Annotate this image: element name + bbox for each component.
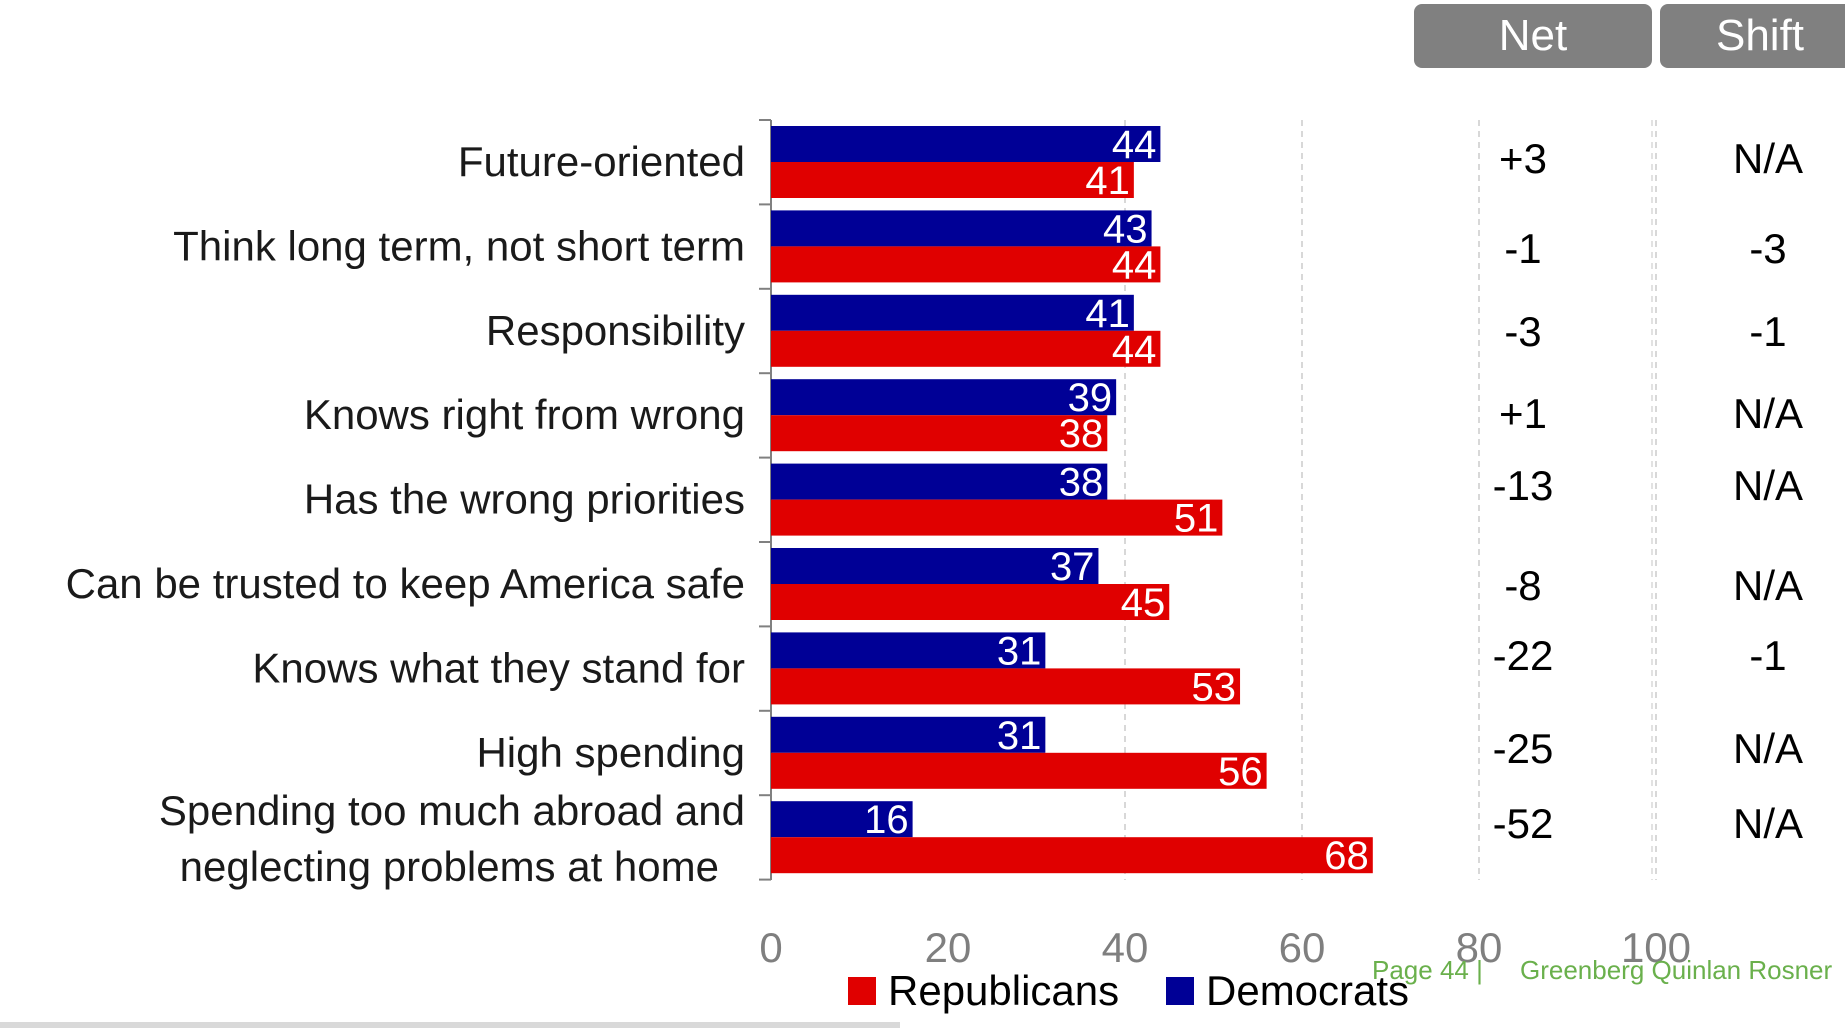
net-value: -8 [1504, 562, 1542, 609]
legend-swatch-democrats [1166, 977, 1194, 1005]
category-label: Responsibility [486, 307, 745, 354]
page-number: Page 44 | [1372, 955, 1483, 985]
x-tick-label: 60 [1279, 924, 1326, 971]
republicans-value-label: 44 [1112, 243, 1157, 287]
net-value: -52 [1492, 800, 1554, 847]
democrats-value-label: 38 [1059, 461, 1104, 505]
category-label: Think long term, not short term [173, 222, 745, 269]
republicans-bar [771, 668, 1241, 705]
x-tick-label: 100 [1621, 924, 1691, 971]
shift-value: -1 [1749, 308, 1787, 355]
democrats-bar [771, 801, 913, 838]
shift-value: -1 [1749, 632, 1787, 679]
scrollbar [0, 1022, 900, 1028]
republicans-bar [771, 330, 1161, 367]
democrats-bar [771, 463, 1108, 500]
net-value: +3 [1499, 135, 1547, 182]
net-value: -13 [1492, 462, 1554, 509]
net-value: -1 [1504, 225, 1542, 272]
category-label: High spending [476, 729, 745, 776]
democrats-bar [771, 294, 1134, 331]
democrats-bar [771, 716, 1046, 753]
x-tick-label: 20 [925, 924, 972, 971]
republicans-bar [771, 584, 1170, 620]
republicans-value-label: 51 [1174, 497, 1219, 541]
shift-value: -3 [1749, 225, 1787, 272]
x-tick-label: 0 [759, 924, 782, 971]
category-label: Knows what they stand for [252, 644, 745, 691]
republicans-value-label: 56 [1218, 750, 1263, 794]
category-label: neglecting problems at home [180, 843, 719, 890]
democrats-bar [771, 126, 1161, 162]
net-value: -25 [1492, 725, 1554, 772]
democrats-bar [771, 632, 1046, 669]
net-header: Net [1414, 4, 1652, 68]
net-value: -3 [1504, 308, 1542, 355]
republicans-value-label: 68 [1324, 834, 1369, 878]
republicans-bar [771, 752, 1267, 789]
shift-value: N/A [1732, 462, 1803, 509]
shift-value: N/A [1732, 562, 1803, 609]
democrats-bar [771, 548, 1099, 584]
republicans-bar [771, 246, 1161, 283]
democrats-value-label: 41 [1085, 292, 1130, 336]
democrats-value-label: 16 [864, 798, 909, 842]
shift-header: Shift [1660, 4, 1845, 68]
democrats-value-label: 31 [997, 714, 1042, 758]
republicans-bar [771, 499, 1223, 536]
republicans-value-label: 41 [1085, 159, 1130, 203]
democrats-value-label: 44 [1112, 123, 1157, 167]
category-label: Future-oriented [458, 138, 745, 185]
democrats-value-label: 43 [1103, 207, 1148, 251]
x-tick-label: 80 [1456, 924, 1503, 971]
republicans-bar [771, 837, 1373, 874]
democrats-bar [771, 210, 1152, 247]
shift-value: N/A [1732, 725, 1803, 772]
republicans-value-label: 53 [1192, 665, 1237, 709]
democrats-bar [771, 379, 1117, 416]
firm-name: Greenberg Quinlan Rosner [1520, 955, 1833, 985]
republicans-value-label: 45 [1121, 581, 1166, 625]
democrats-value-label: 31 [997, 629, 1042, 673]
republicans-value-label: 38 [1059, 412, 1104, 456]
legend-swatch-republicans [848, 977, 876, 1005]
legend-label-republicans: Republicans [888, 967, 1119, 1014]
democrats-value-label: 37 [1050, 545, 1095, 589]
shift-value: N/A [1732, 135, 1803, 182]
republicans-bar [771, 162, 1134, 198]
republicans-bar [771, 415, 1108, 452]
democrats-value-label: 39 [1068, 376, 1113, 420]
shift-value: N/A [1732, 390, 1803, 437]
category-label: Can be trusted to keep America safe [66, 560, 745, 607]
legend-label-democrats: Democrats [1206, 967, 1409, 1014]
shift-value: N/A [1732, 800, 1803, 847]
net-value: -22 [1492, 632, 1554, 679]
category-label: Spending too much abroad and [159, 787, 745, 834]
category-label: Knows right from wrong [304, 391, 745, 438]
category-label: Has the wrong priorities [304, 476, 745, 523]
x-tick-label: 40 [1102, 924, 1149, 971]
net-value: +1 [1499, 390, 1547, 437]
republicans-value-label: 44 [1112, 328, 1157, 372]
